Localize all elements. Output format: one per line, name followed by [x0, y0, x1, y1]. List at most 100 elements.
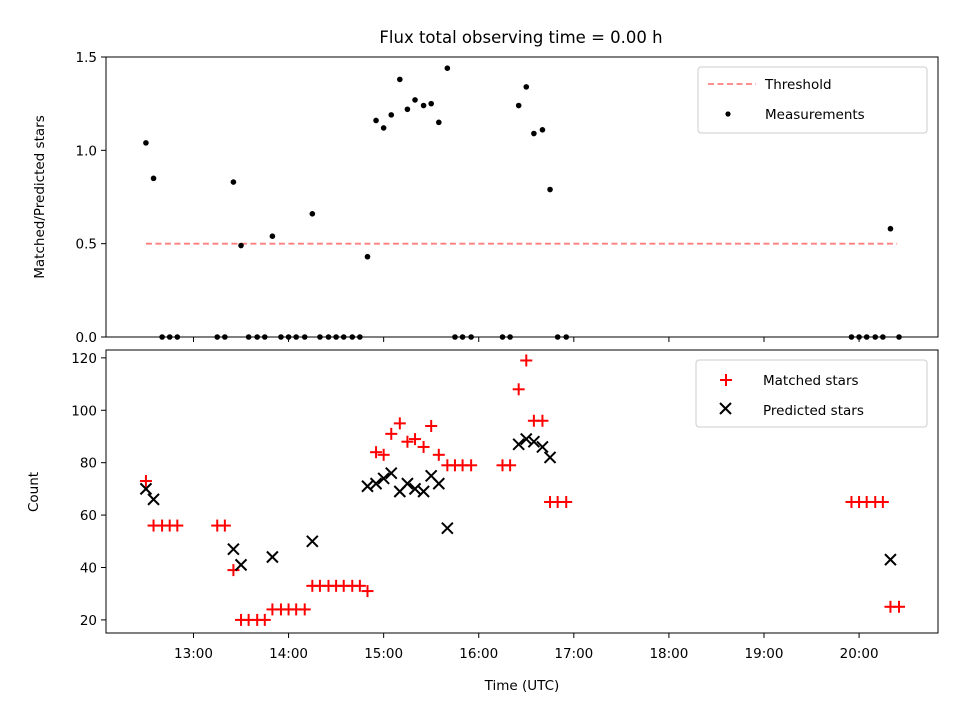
x-tick-label: 18:00: [649, 646, 688, 662]
measurements-point: [309, 211, 316, 217]
measurements-point: [420, 102, 427, 109]
predicted-stars-point: [884, 553, 897, 566]
predicted-legend-swatch: [719, 402, 732, 415]
matched-stars-point: [298, 603, 311, 616]
predicted-stars-point: [385, 466, 398, 480]
matched-stars-point: [370, 446, 383, 459]
predicted-stars-point: [417, 485, 430, 498]
threshold-legend-label: Threshold: [764, 77, 832, 93]
measurements-point: [238, 242, 244, 249]
measurements-point: [515, 102, 522, 109]
y-tick-label: 100: [71, 403, 97, 419]
y-tick-label: 0.0: [76, 330, 97, 346]
y-tick-label: 80: [80, 456, 97, 472]
predicted-stars-point: [543, 451, 557, 464]
measurements-point: [150, 175, 157, 182]
y-tick-label: 1.5: [76, 50, 97, 66]
predicted-stars-point: [536, 440, 549, 454]
predicted-stars-point: [527, 435, 541, 448]
predicted-stars-point: [377, 472, 390, 485]
matched-stars-point: [139, 475, 152, 488]
matched-stars-point: [258, 613, 271, 626]
chart-title: Flux total observing time = 0.00 h: [379, 28, 662, 47]
predicted-stars-point: [520, 432, 533, 446]
top-legend-frame: [697, 66, 928, 134]
measurements-legend-swatch: [725, 111, 731, 117]
x-tick-label: 14:00: [269, 646, 308, 662]
measurements-point: [404, 106, 411, 113]
matched-stars-point: [218, 519, 231, 532]
y-tick-label: 0.5: [76, 237, 97, 253]
matched-stars-point: [520, 354, 533, 367]
measurements-point: [373, 117, 379, 124]
x-tick-label: 13:00: [174, 646, 213, 662]
measurements-point: [397, 76, 403, 83]
top-axes: 0.0 0.5 1.0 1.5 Matched/Predicted stars Thr…: [32, 50, 939, 346]
bottom-y-ticks: 20 40 60 80 100 120: [71, 351, 106, 629]
measurements-point: [428, 100, 434, 107]
x-tick-label: 16:00: [459, 646, 498, 662]
predicted-stars-point: [401, 477, 414, 490]
bottom-legend-frame: [695, 359, 928, 428]
predicted-stars-point: [266, 550, 279, 564]
matched-stars-point: [512, 383, 525, 396]
predicted-stars-point: [369, 477, 383, 490]
x-tick-label: 15:00: [364, 646, 403, 662]
predicted-stars-point: [234, 558, 248, 572]
predicted-stars-point: [306, 535, 319, 548]
bottom-axes: 20 40 60 80 100 120 13:00 14:00 15:00 16:00 17:00…: [26, 349, 939, 694]
measurements-point: [531, 130, 537, 137]
matched-stars-point: [377, 448, 390, 461]
measurements-legend-label: Measurements: [765, 107, 865, 123]
matched-stars-point: [361, 585, 374, 598]
matched-stars-point: [409, 433, 422, 446]
top-legend: Threshold Measurements: [697, 66, 928, 134]
top-axes-frame: [105, 56, 939, 338]
measurements-point: [887, 225, 894, 232]
matched-stars-point: [536, 414, 549, 427]
measurements-point: [269, 233, 276, 239]
predicted-stars-point: [361, 480, 374, 493]
measurements-point: [436, 119, 442, 126]
measurements-point: [444, 65, 451, 71]
predicted-stars-point: [408, 482, 422, 496]
predicted-stars-point: [139, 482, 153, 496]
matched-stars-point: [560, 495, 573, 508]
matched-stars-point: [893, 600, 906, 613]
predicted-stars-point: [512, 438, 525, 451]
measurements-point: [230, 179, 237, 185]
matched-stars-point: [401, 435, 414, 448]
top-y-ticks: 0.0 0.5 1.0 1.5: [76, 50, 106, 346]
predicted-stars-point: [432, 477, 446, 490]
y-tick-label: 20: [80, 613, 97, 629]
x-tick-label: 19:00: [745, 646, 784, 662]
y-tick-label: 40: [80, 560, 97, 576]
matched-stars-point: [432, 448, 445, 461]
x-tick-label: 17:00: [554, 646, 593, 662]
measurements-point: [364, 253, 371, 260]
matched-stars-point: [876, 495, 889, 508]
top-y-axis-label: Matched/Predicted stars: [32, 115, 48, 278]
matched-stars-point: [417, 440, 430, 453]
measurements-point: [380, 125, 387, 131]
matched-legend-label: Matched stars: [763, 373, 859, 389]
predicted-stars-point: [441, 521, 454, 535]
matched-stars-point: [353, 579, 366, 592]
y-tick-label: 120: [71, 351, 97, 367]
measurements-point: [547, 186, 553, 193]
measurements-point: [143, 140, 149, 146]
measurements-point: [412, 97, 418, 103]
matched-stars-point: [227, 564, 240, 577]
x-tick-label: 20:00: [840, 646, 879, 662]
matched-stars-point: [465, 459, 478, 472]
matched-stars-point: [504, 459, 517, 472]
y-tick-label: 60: [80, 508, 97, 524]
measurements-point: [388, 112, 395, 118]
matched-stars-point: [393, 417, 406, 430]
bottom-plot-marks: [139, 354, 906, 626]
matched-stars-point: [171, 519, 184, 532]
top-x-ticks: [192, 337, 860, 342]
bottom-x-ticks: 13:00 14:00 15:00 16:00 17:00 18:00 19:00 20:00: [174, 633, 879, 662]
bottom-legend: Matched stars Predicted stars: [695, 359, 928, 428]
